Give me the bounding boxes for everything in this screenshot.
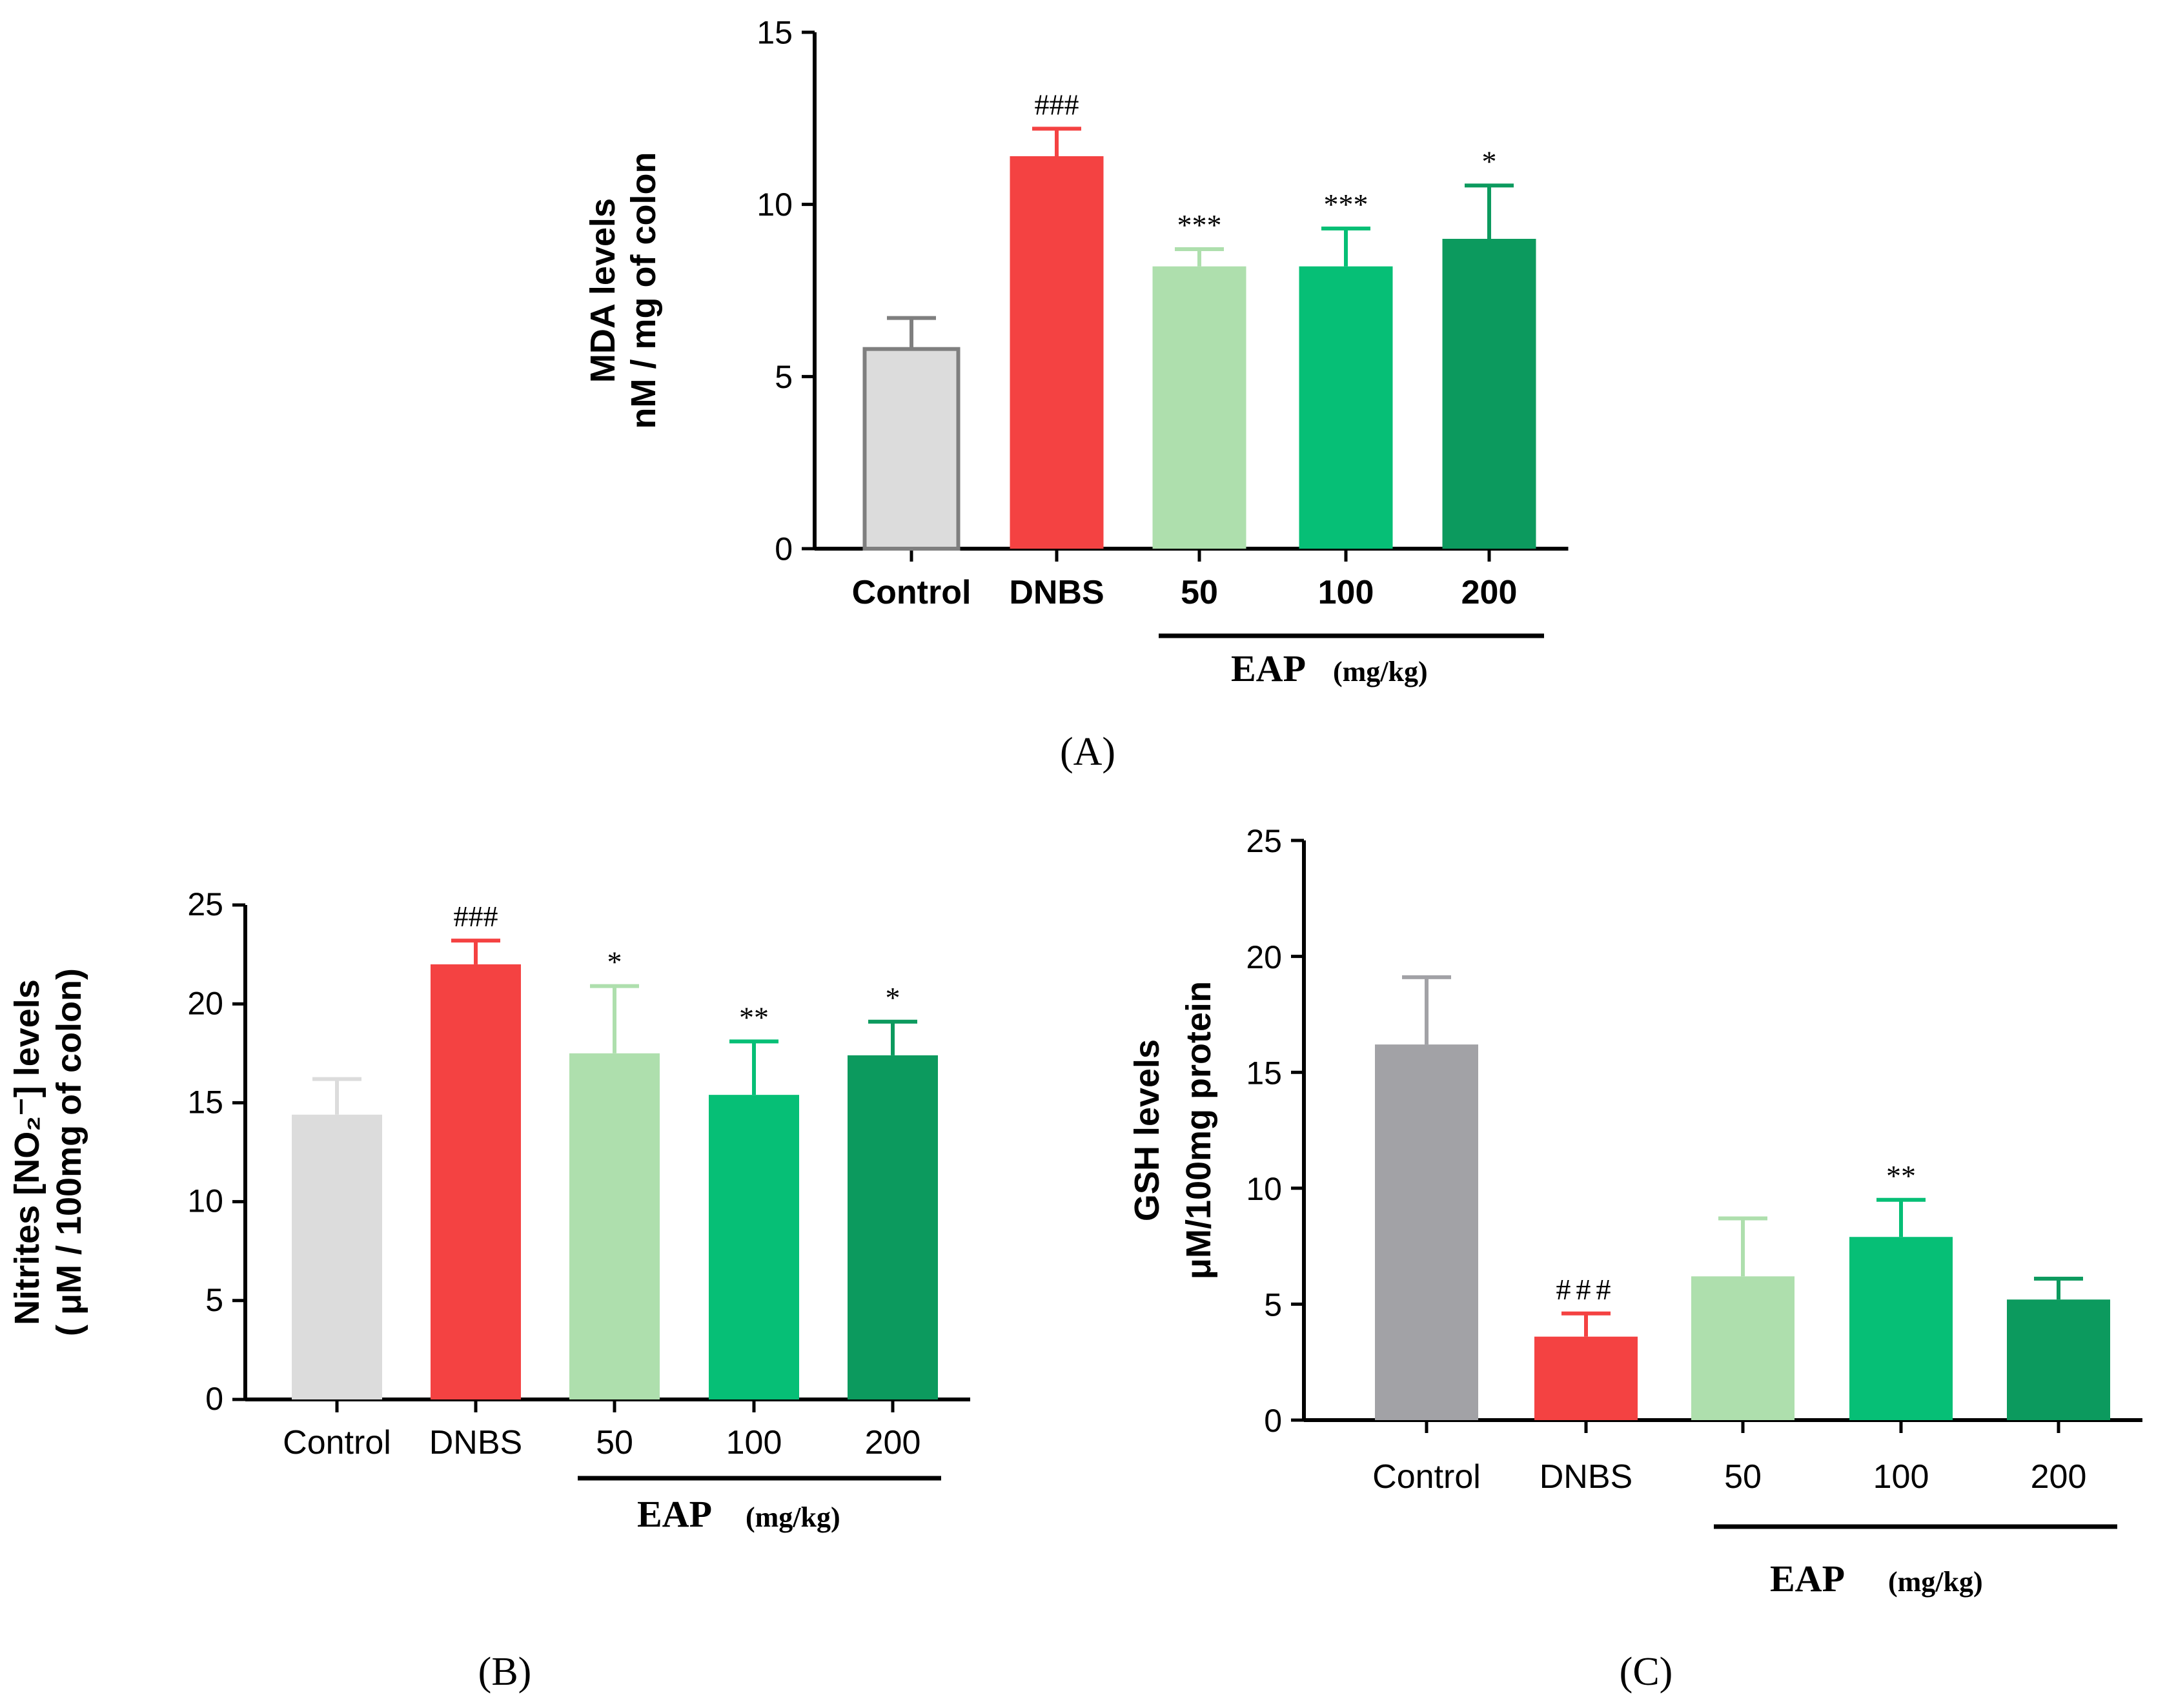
x-category-label: 200 (865, 1424, 921, 1461)
x-category-label: 100 (1318, 574, 1374, 611)
bar-200 (1442, 239, 1536, 549)
bar-50 (1691, 1276, 1795, 1420)
panel-label: (A) (1060, 730, 1115, 774)
x-category-label: 100 (1873, 1458, 1929, 1496)
significance-hash-mark: ### (454, 900, 498, 933)
bar-50 (1152, 266, 1246, 549)
x-category-label: 50 (1724, 1458, 1762, 1496)
significance-star-mark: * (1482, 145, 1497, 178)
panel-c-chart: 0 5 10 15 20 25 Control ### DNBS 50 ** 100 200 GSH le… (1128, 823, 2142, 1694)
y-axis-label-line-1: Nitrites [NO₂⁻] levels (8, 979, 46, 1325)
x-category-label: 100 (726, 1424, 782, 1461)
significance-star-mark: *** (1324, 188, 1368, 221)
bar-control (1375, 1044, 1478, 1420)
y-tick-label: 10 (757, 187, 793, 223)
bar-100 (1299, 266, 1393, 549)
x-category-label: DNBS (1009, 574, 1104, 611)
y-tick-label: 15 (187, 1084, 223, 1121)
x-category-label: 200 (1461, 574, 1518, 611)
y-tick-label: 5 (205, 1282, 223, 1318)
x-category-label: DNBS (429, 1424, 522, 1461)
group-label: EAP (1231, 647, 1306, 689)
x-category-label: 50 (1181, 574, 1218, 611)
panel-a-chart: 0 5 10 15 Control ### DNBS *** 50 *** 100 * 200 MDA l… (584, 15, 1569, 774)
significance-star-mark: * (607, 946, 622, 979)
bar-dnbs (431, 964, 521, 1399)
y-axis-label-line-2: nM / mg of colon (624, 152, 663, 429)
x-category-label: Control (283, 1424, 391, 1461)
significance-star-mark: *** (1177, 208, 1222, 241)
group-unit-label: (mg/kg) (746, 1501, 840, 1533)
x-category-label: 50 (596, 1424, 633, 1461)
panel-label: (B) (478, 1650, 532, 1694)
bar-dnbs (1010, 156, 1104, 549)
significance-hash-mark: ### (1035, 88, 1079, 121)
significance-star-mark: ** (739, 1001, 769, 1033)
x-category-label: 200 (2031, 1458, 2087, 1496)
bar-100 (709, 1095, 799, 1399)
group-label: EAP (637, 1493, 712, 1535)
group-unit-label: (mg/kg) (1333, 656, 1428, 687)
y-tick-label: 5 (1264, 1287, 1282, 1323)
x-category-label: DNBS (1540, 1458, 1632, 1496)
significance-star-mark: * (886, 981, 900, 1014)
y-tick-label: 0 (775, 531, 793, 567)
y-tick-label: 20 (1246, 939, 1282, 975)
panel-label: (C) (1620, 1650, 1673, 1694)
y-axis-label-line-2: ( μM / 100mg of colon) (50, 968, 88, 1336)
bar-200 (2007, 1299, 2110, 1420)
y-tick-label: 10 (187, 1183, 223, 1219)
y-tick-label: 25 (1246, 823, 1282, 859)
y-axis-label-line-1: GSH levels (1128, 1039, 1166, 1221)
y-tick-label: 0 (205, 1381, 223, 1417)
y-axis-label-line-1: MDA levels (584, 198, 622, 383)
group-label: EAP (1770, 1558, 1845, 1600)
y-tick-label: 20 (187, 985, 223, 1021)
y-tick-label: 5 (775, 359, 793, 395)
bar-control (292, 1114, 382, 1399)
significance-hash-mark: ### (1556, 1273, 1616, 1306)
bar-100 (1849, 1237, 1953, 1420)
significance-star-mark: ** (1886, 1159, 1916, 1192)
y-tick-label: 15 (757, 15, 793, 51)
y-axis-label-line-2: μM/100mg protein (1179, 981, 1218, 1279)
x-category-label: Control (1372, 1458, 1481, 1496)
x-category-label: Control (852, 574, 971, 611)
group-unit-label: (mg/kg) (1888, 1566, 1983, 1598)
y-tick-label: 10 (1246, 1171, 1282, 1207)
panel-b-chart: 0 5 10 15 20 25 Control ### DNBS * 50 ** 100 * 200 Nitr… (8, 886, 970, 1694)
y-tick-label: 0 (1264, 1403, 1282, 1439)
y-tick-label: 15 (1246, 1055, 1282, 1091)
bar-control (862, 347, 961, 551)
bar-200 (848, 1055, 938, 1399)
bar-50 (569, 1053, 660, 1399)
y-tick-label: 25 (187, 886, 223, 922)
bar-dnbs (1534, 1336, 1638, 1420)
